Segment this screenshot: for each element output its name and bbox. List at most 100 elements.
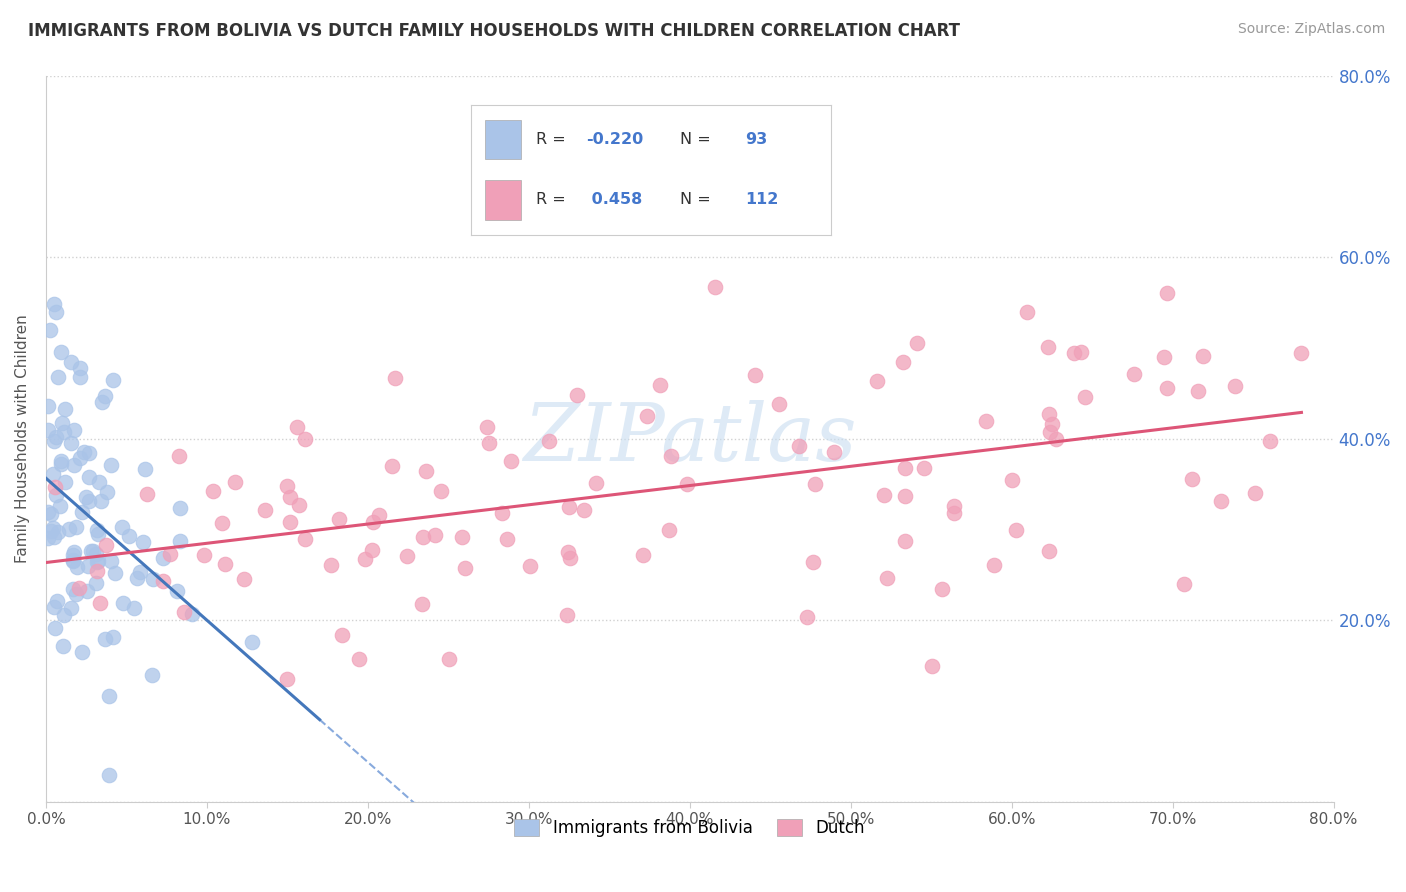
Text: Source: ZipAtlas.com: Source: ZipAtlas.com — [1237, 22, 1385, 37]
Point — [86, 555, 108, 569]
Point — [572, 502, 595, 516]
Point — [361, 542, 384, 557]
Point — [46, 594, 69, 608]
Point — [135, 486, 157, 500]
Point — [1187, 384, 1209, 398]
Point — [118, 529, 141, 543]
Point — [37, 532, 59, 546]
Point — [86, 564, 108, 578]
Point — [1209, 494, 1232, 508]
Point — [1001, 473, 1024, 487]
Point — [412, 531, 434, 545]
Point — [67, 581, 90, 595]
Point — [1153, 350, 1175, 364]
Point — [211, 516, 233, 530]
Point — [90, 395, 112, 409]
Point — [1063, 346, 1085, 360]
Point — [49, 499, 72, 513]
Point — [111, 596, 134, 610]
Point — [921, 659, 943, 673]
Point — [478, 436, 501, 450]
Point — [60, 355, 83, 369]
Point — [894, 460, 917, 475]
Point — [276, 478, 298, 492]
Point — [744, 368, 766, 383]
Point — [354, 552, 377, 566]
Point — [423, 527, 446, 541]
Point — [96, 484, 118, 499]
Point — [974, 414, 997, 428]
Point — [152, 574, 174, 589]
Point — [49, 345, 72, 359]
Point — [411, 597, 433, 611]
Point — [1181, 473, 1204, 487]
Point — [381, 458, 404, 473]
Point — [912, 461, 935, 475]
Point — [129, 566, 152, 580]
Point — [796, 610, 818, 624]
Point — [280, 516, 302, 530]
Point — [72, 645, 94, 659]
Point — [395, 549, 418, 563]
Point — [180, 607, 202, 621]
Point — [567, 387, 589, 401]
Point — [62, 545, 84, 559]
Point — [69, 450, 91, 465]
Point — [1045, 432, 1067, 446]
Point — [894, 489, 917, 503]
Point — [59, 436, 82, 450]
Point — [661, 449, 683, 463]
Point — [62, 582, 84, 596]
Point — [84, 575, 107, 590]
Point — [77, 494, 100, 508]
Point — [1015, 305, 1038, 319]
Point — [98, 689, 121, 703]
Point — [94, 388, 117, 402]
Point — [636, 409, 658, 423]
Point — [224, 475, 246, 490]
Point — [125, 570, 148, 584]
Point — [894, 534, 917, 549]
Point — [77, 446, 100, 460]
Point — [89, 596, 111, 610]
Point — [87, 554, 110, 568]
Point — [37, 399, 59, 413]
Point — [768, 397, 790, 411]
Point — [491, 507, 513, 521]
Point — [287, 498, 309, 512]
Point — [37, 424, 59, 438]
Point — [111, 520, 134, 534]
Point — [558, 551, 581, 566]
Point — [1039, 425, 1062, 440]
Point — [891, 355, 914, 369]
Point — [789, 439, 811, 453]
Point — [454, 560, 477, 574]
Point — [1156, 381, 1178, 395]
Point — [101, 630, 124, 644]
Point — [44, 434, 66, 448]
Point — [240, 635, 263, 649]
Point — [87, 527, 110, 541]
Point — [73, 444, 96, 458]
Point — [167, 449, 190, 463]
Point — [803, 555, 825, 569]
Point — [122, 601, 145, 615]
Point — [101, 373, 124, 387]
Point — [42, 520, 65, 534]
Point — [1244, 486, 1267, 500]
Point — [232, 572, 254, 586]
Point — [876, 571, 898, 585]
Point — [65, 520, 87, 534]
Point — [585, 475, 607, 490]
Point — [1038, 407, 1060, 421]
Point — [142, 573, 165, 587]
Point — [1038, 543, 1060, 558]
Point — [77, 559, 100, 574]
Point — [62, 548, 84, 562]
Point — [169, 533, 191, 548]
Point — [104, 566, 127, 580]
Point — [658, 523, 681, 537]
Point — [82, 544, 104, 558]
Point — [44, 530, 66, 544]
Point — [58, 522, 80, 536]
